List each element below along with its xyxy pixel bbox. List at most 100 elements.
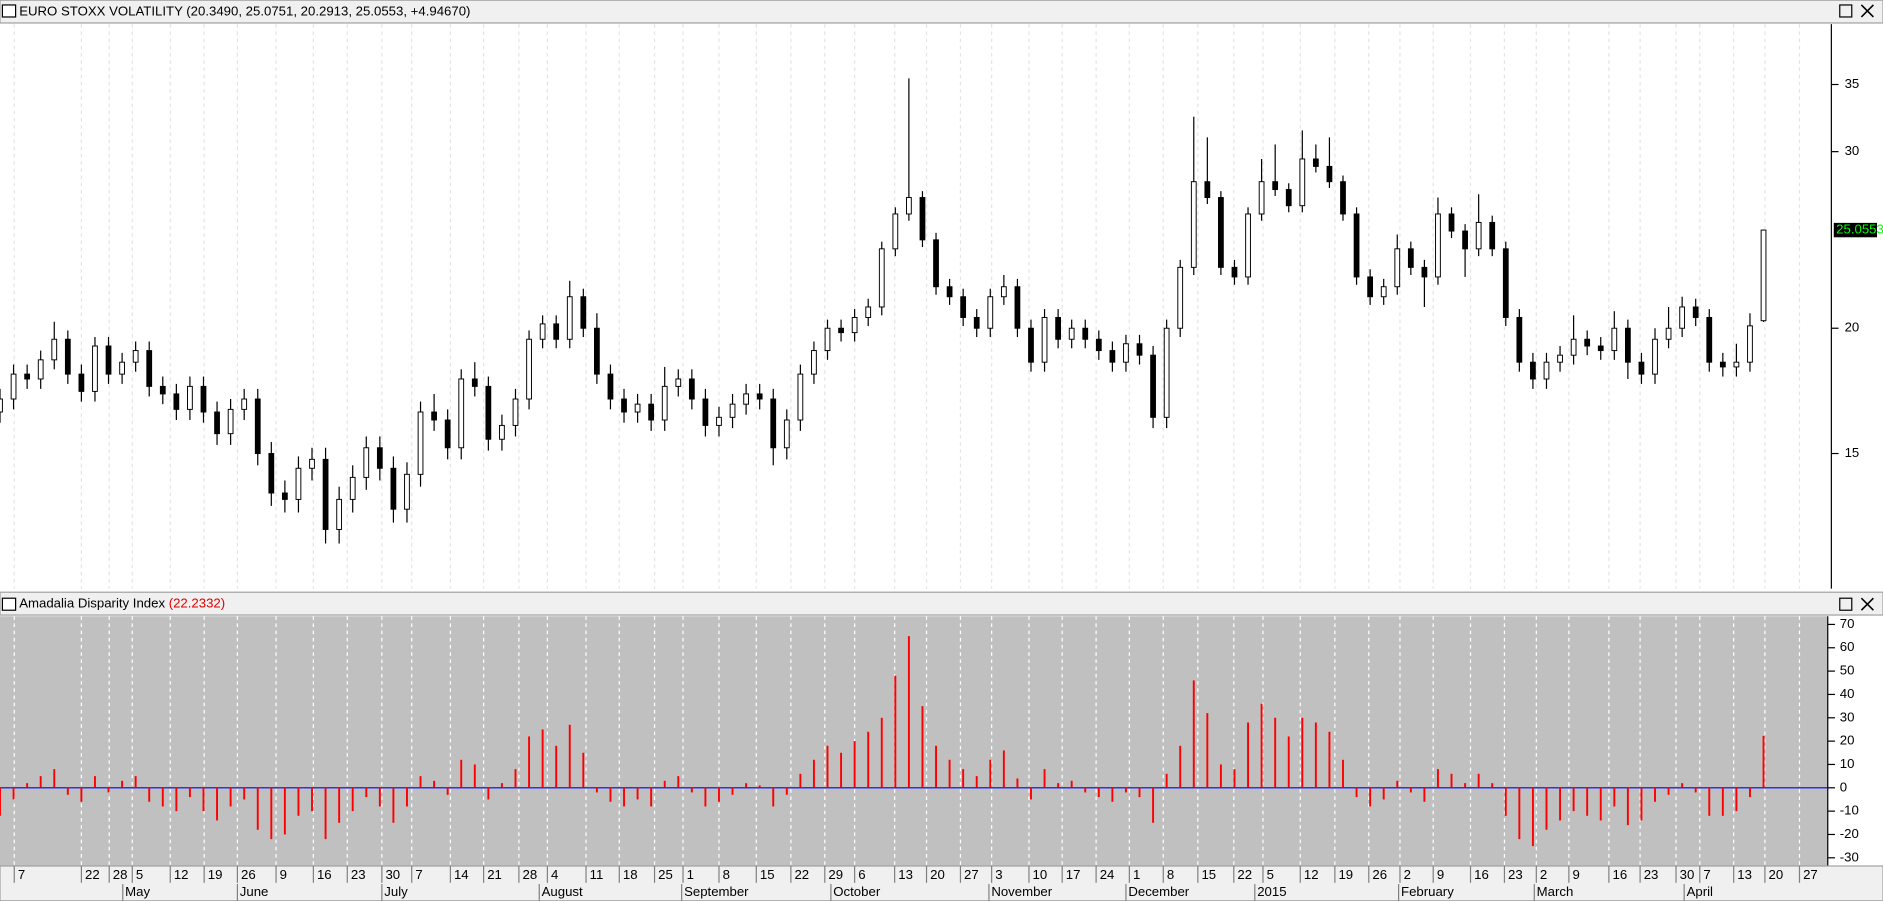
candle-body bbox=[797, 373, 804, 421]
x-tick-label: 9 bbox=[280, 867, 287, 882]
candle-body bbox=[1136, 343, 1143, 356]
maximize-button[interactable] bbox=[1839, 4, 1853, 18]
candle-body bbox=[1611, 327, 1618, 352]
candle-body bbox=[716, 416, 722, 426]
candle-body bbox=[1516, 316, 1523, 363]
x-tick-label: 3 bbox=[995, 867, 1002, 882]
candle-body bbox=[702, 398, 709, 426]
month-label: December bbox=[1128, 884, 1189, 899]
y-tick-label: 50 bbox=[1840, 663, 1855, 678]
candle-body bbox=[1028, 327, 1034, 363]
x-tick-label: 7 bbox=[415, 867, 422, 882]
candle-body bbox=[1584, 338, 1591, 347]
candle-body bbox=[1150, 354, 1156, 418]
candle-body bbox=[933, 239, 939, 288]
candle-body bbox=[92, 345, 98, 392]
x-tick-label: 12 bbox=[174, 867, 189, 882]
x-tick-label: 22 bbox=[1237, 867, 1252, 882]
candle-body bbox=[1000, 286, 1007, 298]
x-tick-label: 17 bbox=[1066, 867, 1081, 882]
candle-body bbox=[512, 398, 519, 426]
x-tick-label: 24 bbox=[1100, 867, 1115, 882]
candle-body bbox=[906, 197, 912, 215]
candle-body bbox=[417, 411, 424, 475]
candle-body bbox=[1245, 213, 1251, 278]
candle-body bbox=[743, 393, 749, 405]
candle-body bbox=[987, 296, 994, 329]
candle-body bbox=[973, 316, 980, 329]
month-label: July bbox=[384, 884, 408, 899]
candle-body bbox=[173, 393, 180, 410]
candle-body bbox=[376, 447, 383, 469]
y-tick-label: 35 bbox=[1845, 76, 1860, 91]
maximize-button[interactable] bbox=[1839, 597, 1853, 611]
candle-body bbox=[227, 408, 234, 435]
candle-body bbox=[187, 385, 193, 410]
candle-body bbox=[268, 453, 275, 494]
candle-body bbox=[634, 403, 641, 413]
candle-body bbox=[1312, 158, 1319, 167]
candle-body bbox=[770, 398, 777, 449]
y-tick-label: 20 bbox=[1840, 733, 1855, 748]
candle-body bbox=[824, 327, 831, 352]
y-tick-label: 15 bbox=[1845, 445, 1860, 460]
x-tick-label: 16 bbox=[1612, 867, 1627, 882]
x-tick-label: 8 bbox=[1167, 867, 1174, 882]
x-tick-label: 28 bbox=[113, 867, 128, 882]
candle-body bbox=[1462, 230, 1468, 250]
x-tick-label: 27 bbox=[1803, 867, 1818, 882]
candle-body bbox=[1258, 181, 1265, 215]
candle-body bbox=[254, 398, 261, 455]
x-tick-label: 14 bbox=[454, 867, 469, 882]
candle-body bbox=[64, 338, 71, 375]
close-button[interactable] bbox=[1860, 597, 1874, 611]
candle-body bbox=[1597, 345, 1604, 352]
candle-body bbox=[878, 248, 885, 308]
price-panel bbox=[0, 24, 1832, 589]
title-bar bbox=[0, 0, 1883, 24]
x-tick-label: 15 bbox=[1201, 867, 1216, 882]
chart-title: EURO STOXX VOLATILITY (20.3490, 25.0751,… bbox=[19, 4, 470, 19]
x-tick-label: 21 bbox=[487, 867, 502, 882]
month-label: October bbox=[833, 884, 881, 899]
y-tick-label: 10 bbox=[1840, 756, 1855, 771]
month-label: August bbox=[542, 884, 583, 899]
candle-body bbox=[851, 316, 858, 334]
x-tick-label: 16 bbox=[1474, 867, 1489, 882]
candle-body bbox=[1068, 327, 1075, 340]
x-tick-label: 11 bbox=[590, 867, 604, 882]
candle-body bbox=[1014, 286, 1021, 329]
close-button[interactable] bbox=[1860, 4, 1874, 18]
candle-body bbox=[607, 373, 614, 400]
last-price-label: 25.0553 bbox=[1836, 222, 1883, 237]
candle-body bbox=[526, 338, 532, 400]
x-tick-label: 18 bbox=[623, 867, 638, 882]
candle-body bbox=[1719, 361, 1726, 368]
candle-body bbox=[892, 213, 899, 250]
candle-body bbox=[946, 286, 953, 298]
month-label: May bbox=[125, 884, 150, 899]
x-tick-label: 13 bbox=[898, 867, 913, 882]
candle-body bbox=[1638, 361, 1645, 375]
candle-body bbox=[1733, 361, 1740, 368]
candle-body bbox=[756, 393, 763, 400]
candle-body bbox=[159, 385, 166, 395]
x-tick-label: 20 bbox=[930, 867, 945, 882]
candle-body bbox=[146, 350, 153, 387]
candle-body bbox=[119, 361, 125, 375]
candle-body bbox=[1760, 229, 1767, 322]
x-tick-label: 28 bbox=[522, 867, 537, 882]
candle-body bbox=[1394, 248, 1401, 288]
candle-body bbox=[1231, 266, 1238, 278]
x-tick-label: 7 bbox=[18, 867, 25, 882]
y-tick-label: 30 bbox=[1845, 143, 1860, 158]
candle-body bbox=[1204, 181, 1211, 199]
x-tick-label: 26 bbox=[1372, 867, 1387, 882]
x-tick-label: 19 bbox=[208, 867, 223, 882]
candle-body bbox=[1692, 306, 1699, 318]
candle-body bbox=[37, 359, 44, 380]
indicator-panel bbox=[0, 616, 1828, 867]
candle-body bbox=[1407, 248, 1414, 268]
candle-body bbox=[1367, 276, 1374, 298]
